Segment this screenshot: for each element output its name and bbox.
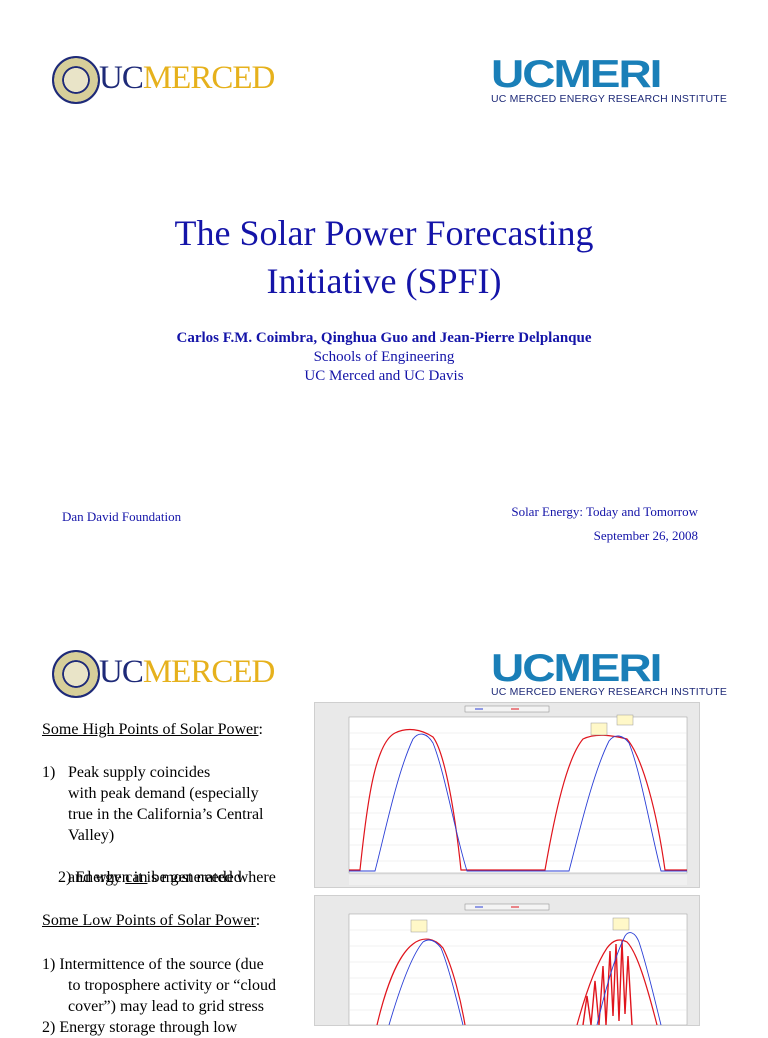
affiliation-line-1: Schools of Engineering [313, 349, 455, 365]
plot-2-graphic [348, 903, 688, 1026]
high-point-2-line-1: 2) Energy can be generated where [58, 869, 276, 886]
date-label: September 26, 2008 [593, 528, 698, 543]
ucmeri-logo: UCMERI [491, 645, 662, 690]
uc-merced-logo: UCMERCED [99, 60, 275, 96]
high-point-1-line-1: Peak supply coincides [68, 764, 211, 781]
uc-seal-icon [52, 56, 100, 104]
solar-irradiance-plot-2 [314, 895, 700, 1026]
high-point-1-line-2: with peak demand (especially [68, 785, 259, 802]
solar-irradiance-plot-1 [314, 702, 700, 888]
ucmeri-logo: UCMERI [491, 51, 662, 96]
slide-title-line-1: The Solar Power Forecasting [174, 213, 594, 253]
high-point-1-line-4: Valley) [68, 827, 115, 844]
authors: Carlos F.M. Coimbra, Qinghua Guo and Jea… [176, 330, 592, 346]
low-point-2-line-1: 2) Energy storage through low [42, 1019, 238, 1036]
ucmeri-subtitle: UC MERCED ENERGY RESEARCH INSTITUTE [491, 686, 728, 698]
low-point-1-line-3: cover”) may lead to grid stress [68, 998, 264, 1015]
high-point-1-line-3: true in the California’s Central [68, 806, 264, 823]
affiliation-line-2: UC Merced and UC Davis [304, 368, 464, 384]
low-point-1-line-1: 1) Intermittence of the source (due [42, 956, 264, 973]
high-point-1-number: 1) [42, 764, 56, 781]
high-point-2-line-2: and when it is most needed [68, 869, 242, 886]
event-label: Solar Energy: Today and Tomorrow [511, 504, 698, 519]
uc-merced-logo: UCMERCED [99, 654, 275, 690]
foundation-label: Dan David Foundation [62, 509, 182, 524]
high-points-heading: Some High Points of Solar Power: [42, 721, 263, 738]
ucmeri-subtitle: UC MERCED ENERGY RESEARCH INSTITUTE [491, 93, 728, 105]
uc-seal-icon [52, 650, 100, 698]
plot-1-graphic [348, 705, 688, 885]
low-points-heading: Some Low Points of Solar Power: [42, 912, 261, 929]
low-point-1-line-2: to troposphere activity or “cloud [68, 977, 276, 994]
slide-title-line-2: Initiative (SPFI) [266, 261, 502, 301]
